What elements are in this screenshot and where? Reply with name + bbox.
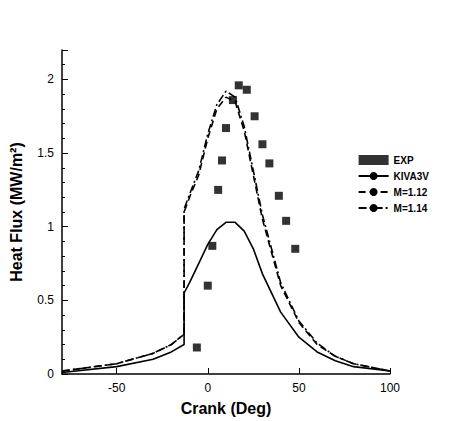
svg-text:0: 0 [204, 381, 211, 395]
svg-text:50: 50 [292, 381, 306, 395]
svg-text:1.5: 1.5 [37, 146, 54, 160]
svg-text:1: 1 [47, 220, 54, 234]
svg-text:M=1.12: M=1.12 [394, 187, 428, 198]
svg-text:0: 0 [47, 367, 54, 381]
svg-text:Crank (Deg): Crank (Deg) [181, 400, 272, 417]
svg-text:Heat Flux (MW/m²): Heat Flux (MW/m²) [8, 142, 25, 282]
svg-text:KIVA3V: KIVA3V [394, 171, 430, 182]
svg-text:100: 100 [380, 381, 400, 395]
svg-text:M=1.14: M=1.14 [394, 203, 428, 214]
svg-text:2: 2 [47, 72, 54, 86]
svg-text:-50: -50 [108, 381, 126, 395]
svg-text:0.5: 0.5 [37, 293, 54, 307]
svg-text:EXP: EXP [394, 155, 414, 166]
